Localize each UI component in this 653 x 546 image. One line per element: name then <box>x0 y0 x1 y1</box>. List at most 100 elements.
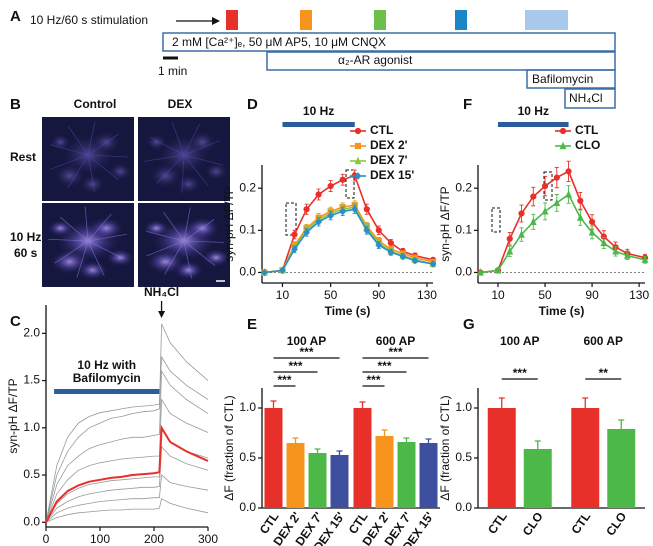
neuron-signal <box>176 174 202 194</box>
legend-marker <box>354 142 362 150</box>
bafilomycin-label: Bafilomycin <box>532 72 593 86</box>
group-label: 600 AP <box>583 334 623 348</box>
x-tick-label: CLO <box>520 510 546 539</box>
neurite <box>164 240 185 275</box>
x-tick-label: 50 <box>538 288 552 302</box>
agonist-label: α₂-AR agonist <box>338 53 413 67</box>
x-axis-title: Time (s) <box>325 304 371 318</box>
neurite <box>87 154 96 193</box>
neurite <box>87 133 119 156</box>
significance-label: *** <box>288 359 302 373</box>
group-label: 100 AP <box>287 334 327 348</box>
marker <box>541 182 549 190</box>
x-tick-label: CLO <box>603 510 629 539</box>
legend-marker <box>559 141 567 150</box>
neurite <box>87 154 119 181</box>
marker <box>387 239 394 247</box>
x-tick-label: 130 <box>417 288 437 302</box>
group-label: 600 AP <box>376 334 416 348</box>
y-tick-label: 1.0 <box>239 400 256 414</box>
marker <box>553 198 561 207</box>
marker <box>565 190 572 198</box>
marker <box>315 191 322 198</box>
highlight-box <box>491 207 501 233</box>
x-tick-label: 10 <box>491 288 505 302</box>
x-axis-title: Time (s) <box>539 304 585 318</box>
legend-label: CTL <box>575 123 598 137</box>
stim-block <box>226 10 238 30</box>
marker <box>363 206 370 213</box>
stimulus-label: 10 Hz <box>303 104 334 118</box>
marker <box>303 206 310 213</box>
series-line <box>45 445 209 523</box>
neuron-signal <box>88 217 124 240</box>
neuron-signal <box>49 133 72 151</box>
highlight-box <box>285 202 297 236</box>
series-line <box>264 208 434 274</box>
marker <box>279 266 286 275</box>
marker <box>641 255 649 263</box>
error-bar <box>314 448 321 453</box>
bar <box>353 408 372 508</box>
neurite <box>87 240 105 277</box>
chart-g: G 0.0 0.5 1.0ΔF (fraction of CTL) 100 AP CTL C… <box>438 316 645 538</box>
neurite <box>144 154 185 162</box>
stimulus-label: 10 Hz with <box>77 358 136 372</box>
error-bar <box>425 438 432 443</box>
bar <box>419 443 438 508</box>
panel-label: D <box>247 96 258 113</box>
marker <box>261 268 268 277</box>
highlight-box <box>345 169 355 199</box>
y-tick-label: 0.2 <box>239 180 256 194</box>
y-tick-label: 2.0 <box>23 326 40 340</box>
marker <box>506 235 513 242</box>
bar <box>286 443 305 508</box>
neurite <box>59 216 89 242</box>
stim-block <box>525 10 568 30</box>
y-tick-label: 0.0 <box>455 265 472 279</box>
marker <box>429 260 437 268</box>
neurite <box>183 154 224 166</box>
legend-label: DEX 7' <box>370 153 408 167</box>
significance-label: *** <box>277 373 291 387</box>
error-bar <box>359 401 366 408</box>
neurite <box>183 123 200 156</box>
marker <box>623 251 631 259</box>
neurite <box>76 240 89 278</box>
significance-label: *** <box>388 345 402 359</box>
panel-label: F <box>463 96 472 113</box>
error-bar <box>582 397 589 408</box>
neurite <box>183 219 215 242</box>
error-bar <box>270 400 277 408</box>
neuron-signal <box>53 163 86 189</box>
significance-label: *** <box>513 366 527 380</box>
series-line <box>45 323 209 523</box>
scale-label: 1 min <box>158 64 187 78</box>
marker <box>411 256 419 265</box>
legend-label: CLO <box>575 138 600 152</box>
marker <box>327 211 334 220</box>
neurite <box>163 211 185 242</box>
x-tick-label: 0 <box>43 532 50 546</box>
marker <box>518 230 525 238</box>
legend-marker <box>354 156 362 165</box>
condition-box <box>526 69 616 89</box>
neurite <box>150 137 185 156</box>
neurite <box>67 125 89 156</box>
significance-label: *** <box>366 373 380 387</box>
neuron-signal <box>188 131 217 154</box>
column-label: DEX <box>168 97 193 111</box>
stimulus-bar <box>497 122 569 127</box>
marker <box>600 238 608 247</box>
y-tick-label: 1.5 <box>23 373 40 387</box>
x-tick-label: CTL <box>485 510 510 537</box>
bar <box>571 408 600 508</box>
y-axis-title: ΔF (fraction of CTL) <box>222 395 236 500</box>
stim-block <box>300 10 312 30</box>
panel-label: G <box>463 316 475 333</box>
stim-block <box>374 10 386 30</box>
error-bar <box>498 397 505 408</box>
stimulus-label: Bafilomycin <box>73 371 141 385</box>
